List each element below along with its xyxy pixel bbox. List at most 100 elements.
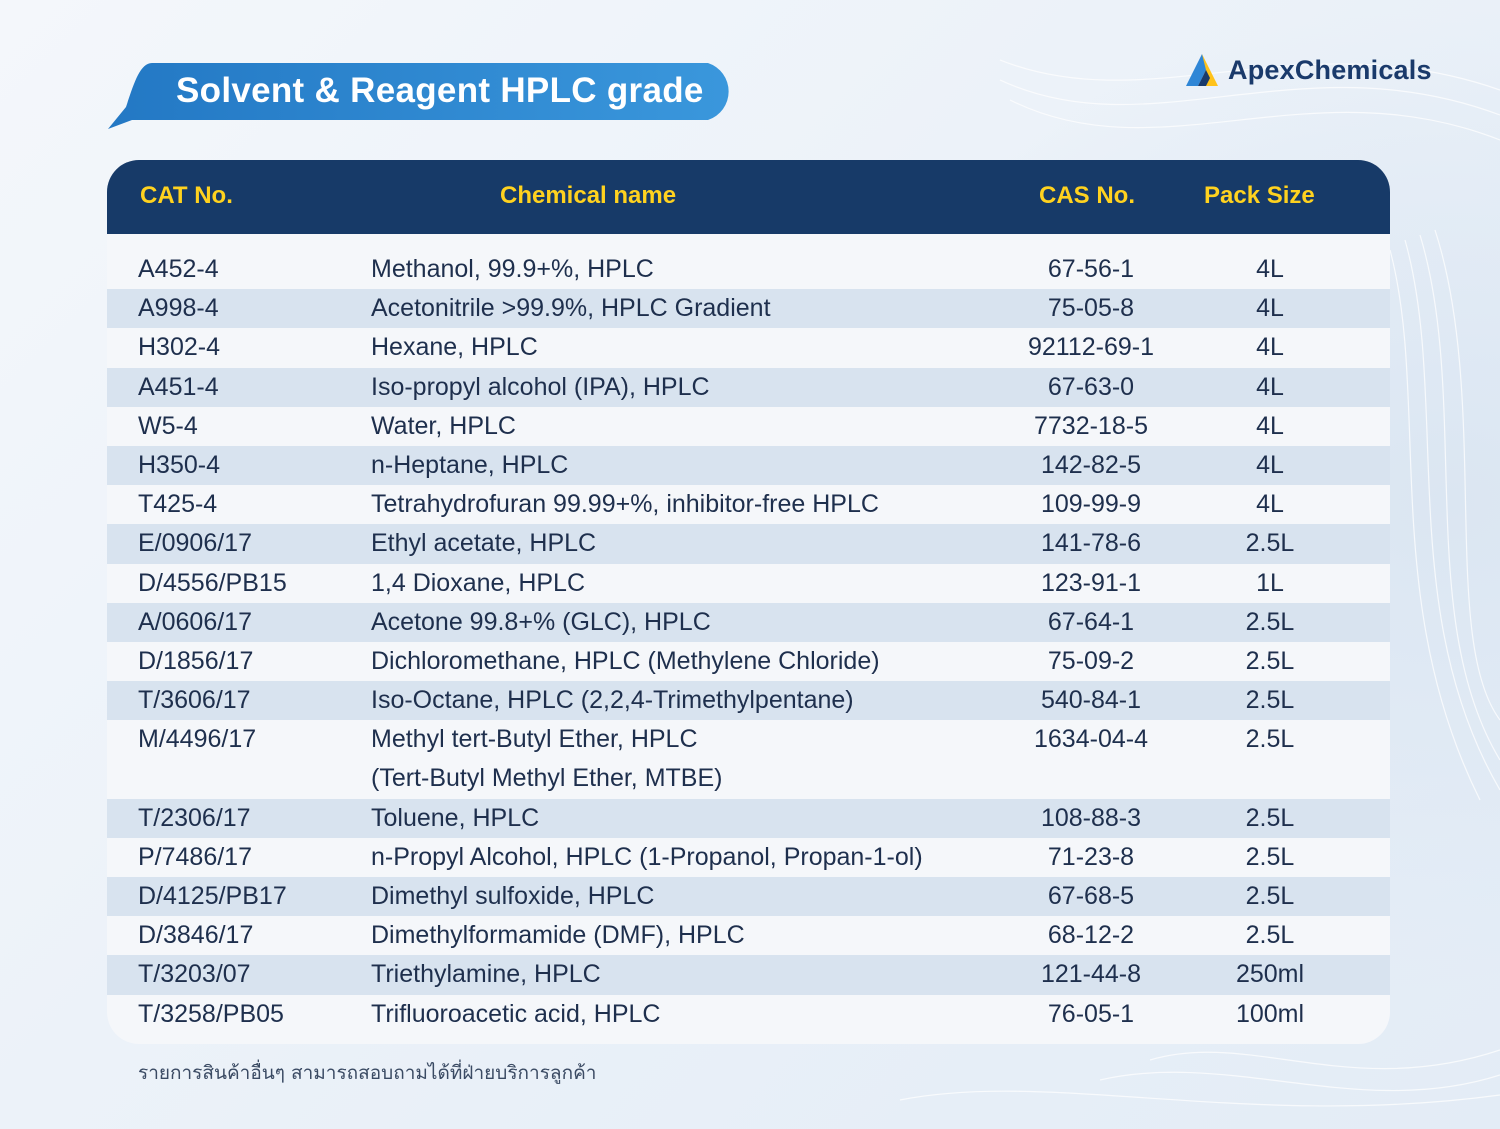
table-row: A451-4 Iso-propyl alcohol (IPA), HPLC 67… [107,367,1390,407]
chemical-name-cell: Toluene, HPLC [371,803,540,832]
table-row: T/3203/07 Triethylamine, HPLC 121-44-8 2… [107,955,1390,995]
cas-no-cell: 121-44-8 [1040,960,1142,989]
chemical-name-cell: Trifluoroacetic acid, HPLC [371,999,661,1028]
table-row: D/4125/PB17 Dimethyl sulfoxide, HPLC 67-… [107,877,1390,917]
cas-no-cell: 76-05-1 [1047,999,1135,1028]
pack-size-cell: 100ml [1235,999,1305,1028]
pack-size-cell: 4L [1256,333,1284,362]
cas-no-cell: 540-84-1 [1040,686,1142,715]
table-row: E/0906/17 Ethyl acetate, HPLC 141-78-6 2… [107,524,1390,564]
cas-no-cell: 75-05-8 [1047,294,1135,323]
column-header-cas-no: CAS No. [1039,182,1135,209]
chemical-name-cell: 1,4 Dioxane, HPLC [371,568,586,597]
pack-size-cell: 4L [1256,450,1284,479]
chemical-name-cell: Iso-propyl alcohol (IPA), HPLC [371,372,710,401]
cat-no-cell: T/3606/17 [138,686,251,715]
title-banner: Solvent & Reagent HPLC grade [108,63,740,129]
table-row: M/4496/17 Methyl tert-Butyl Ether, HPLC … [107,720,1390,798]
cas-no-cell: 71-23-8 [1047,842,1135,871]
chemical-name-cell: Dimethylformamide (DMF), HPLC [371,921,745,950]
pack-size-cell: 2.5L [1245,607,1295,636]
table-row: A/0606/17 Acetone 99.8+% (GLC), HPLC 67-… [107,602,1390,642]
table-row: A998-4 Acetonitrile >99.9%, HPLC Gradien… [107,289,1390,329]
cat-no-cell: T/3203/07 [138,960,251,989]
product-table: CAT No. Chemical name CAS No. Pack Size … [107,160,1390,1044]
cat-no-cell: A998-4 [138,294,219,323]
cat-no-cell: A/0606/17 [138,607,252,636]
table-row: T/3606/17 Iso-Octane, HPLC (2,2,4-Trimet… [107,681,1390,721]
chemical-name-cell: Acetone 99.8+% (GLC), HPLC [371,607,711,636]
pack-size-cell: 2.5L [1245,882,1295,911]
brand-name: ApexChemicals [1228,54,1432,85]
pack-size-cell: 2.5L [1245,725,1295,754]
table-row: D/3846/17 Dimethylformamide (DMF), HPLC … [107,916,1390,955]
triangle-logo-icon [1186,54,1218,86]
cas-no-cell: 109-99-9 [1040,490,1142,519]
cas-no-cell: 108-88-3 [1040,803,1142,832]
table-row: A452-4 Methanol, 99.9+%, HPLC 67-56-1 4L [107,250,1390,289]
cas-no-cell: 1634-04-4 [1034,725,1148,754]
cat-no-cell: M/4496/17 [138,725,257,754]
chemical-name-cell: Water, HPLC [371,411,516,440]
table-row: T/2306/17 Toluene, HPLC 108-88-3 2.5L [107,798,1390,838]
cat-no-cell: T/3258/PB05 [138,999,284,1028]
cas-no-cell: 123-91-1 [1040,568,1142,597]
table-row: P/7486/17 n-Propyl Alcohol, HPLC (1-Prop… [107,838,1390,877]
footnote: รายการสินค้าอื่นๆ สามารถสอบถามได้ที่ฝ่าย… [138,1062,597,1084]
cas-no-cell: 92112-69-1 [1027,333,1155,362]
chemical-name-cell-line2: (Tert-Butyl Methyl Ether, MTBE) [371,764,723,793]
cat-no-cell: P/7486/17 [138,842,252,871]
chemical-name-cell: Methanol, 99.9+%, HPLC [371,255,654,283]
table-row: W5-4 Water, HPLC 7732-18-5 4L [107,407,1390,446]
cat-no-cell: W5-4 [138,411,198,440]
cat-no-cell: T425-4 [138,490,218,519]
cas-no-cell: 67-56-1 [1047,255,1135,283]
pack-size-cell: 4L [1256,490,1284,519]
pack-size-cell: 4L [1256,372,1284,401]
page-title: Solvent & Reagent HPLC grade [176,71,704,110]
chemical-name-cell: Iso-Octane, HPLC (2,2,4-Trimethylpentane… [371,686,854,715]
cas-no-cell: 75-09-2 [1047,646,1135,675]
table-row: T425-4 Tetrahydrofuran 99.99+%, inhibito… [107,485,1390,524]
cas-no-cell: 68-12-2 [1047,921,1135,950]
cat-no-cell: T/2306/17 [138,803,251,832]
cas-no-cell: 141-78-6 [1040,529,1142,558]
pack-size-cell: 250ml [1235,960,1305,989]
pack-size-cell: 1L [1256,568,1284,597]
column-header-chemical-name: Chemical name [500,182,677,209]
chemical-name-cell: Methyl tert-Butyl Ether, HPLC [371,725,698,754]
table-row: H350-4 n-Heptane, HPLC 142-82-5 4L [107,445,1390,486]
pack-size-cell: 2.5L [1245,842,1295,871]
cas-no-cell: 7732-18-5 [1034,411,1148,440]
pack-size-cell: 2.5L [1245,646,1295,675]
cas-no-cell: 67-63-0 [1047,372,1135,401]
cat-no-cell: A451-4 [138,372,219,401]
chemical-name-cell: n-Propyl Alcohol, HPLC (1-Propanol, Prop… [371,842,923,871]
table-row: T/3258/PB05 Trifluoroacetic acid, HPLC 7… [107,995,1390,1034]
chemical-name-cell: Hexane, HPLC [371,333,538,362]
cat-no-cell: H350-4 [138,450,220,479]
pack-size-cell: 2.5L [1245,921,1295,950]
pack-size-cell: 2.5L [1245,686,1295,715]
cat-no-cell: H302-4 [138,333,220,362]
cat-no-cell: D/4125/PB17 [138,882,287,911]
chemical-name-cell: Dimethyl sulfoxide, HPLC [371,882,655,911]
brand-logo: ApexChemicals [1184,50,1432,90]
pack-size-cell: 2.5L [1245,529,1295,558]
cat-no-cell: D/4556/PB15 [138,568,287,597]
pack-size-cell: 4L [1256,255,1284,283]
pack-size-cell: 4L [1256,294,1284,323]
chemical-name-cell: Dichloromethane, HPLC (Methylene Chlorid… [371,646,880,675]
cas-no-cell: 67-68-5 [1047,882,1135,911]
table-body: A452-4 Methanol, 99.9+%, HPLC 67-56-1 4L… [107,250,1390,1034]
pack-size-cell: 2.5L [1245,803,1295,832]
cas-no-cell: 67-64-1 [1047,607,1135,636]
column-header-cat-no: CAT No. [140,182,233,209]
cat-no-cell: D/3846/17 [138,921,254,950]
chemical-name-cell: Tetrahydrofuran 99.99+%, inhibitor-free … [371,490,879,519]
chemical-name-cell: n-Heptane, HPLC [371,450,569,479]
table-header: CAT No. Chemical name CAS No. Pack Size [107,160,1390,234]
cat-no-cell: A452-4 [138,255,219,283]
cat-no-cell: D/1856/17 [138,646,254,675]
